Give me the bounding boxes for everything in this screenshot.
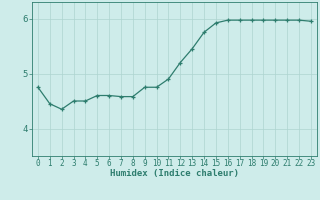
X-axis label: Humidex (Indice chaleur): Humidex (Indice chaleur) (110, 169, 239, 178)
